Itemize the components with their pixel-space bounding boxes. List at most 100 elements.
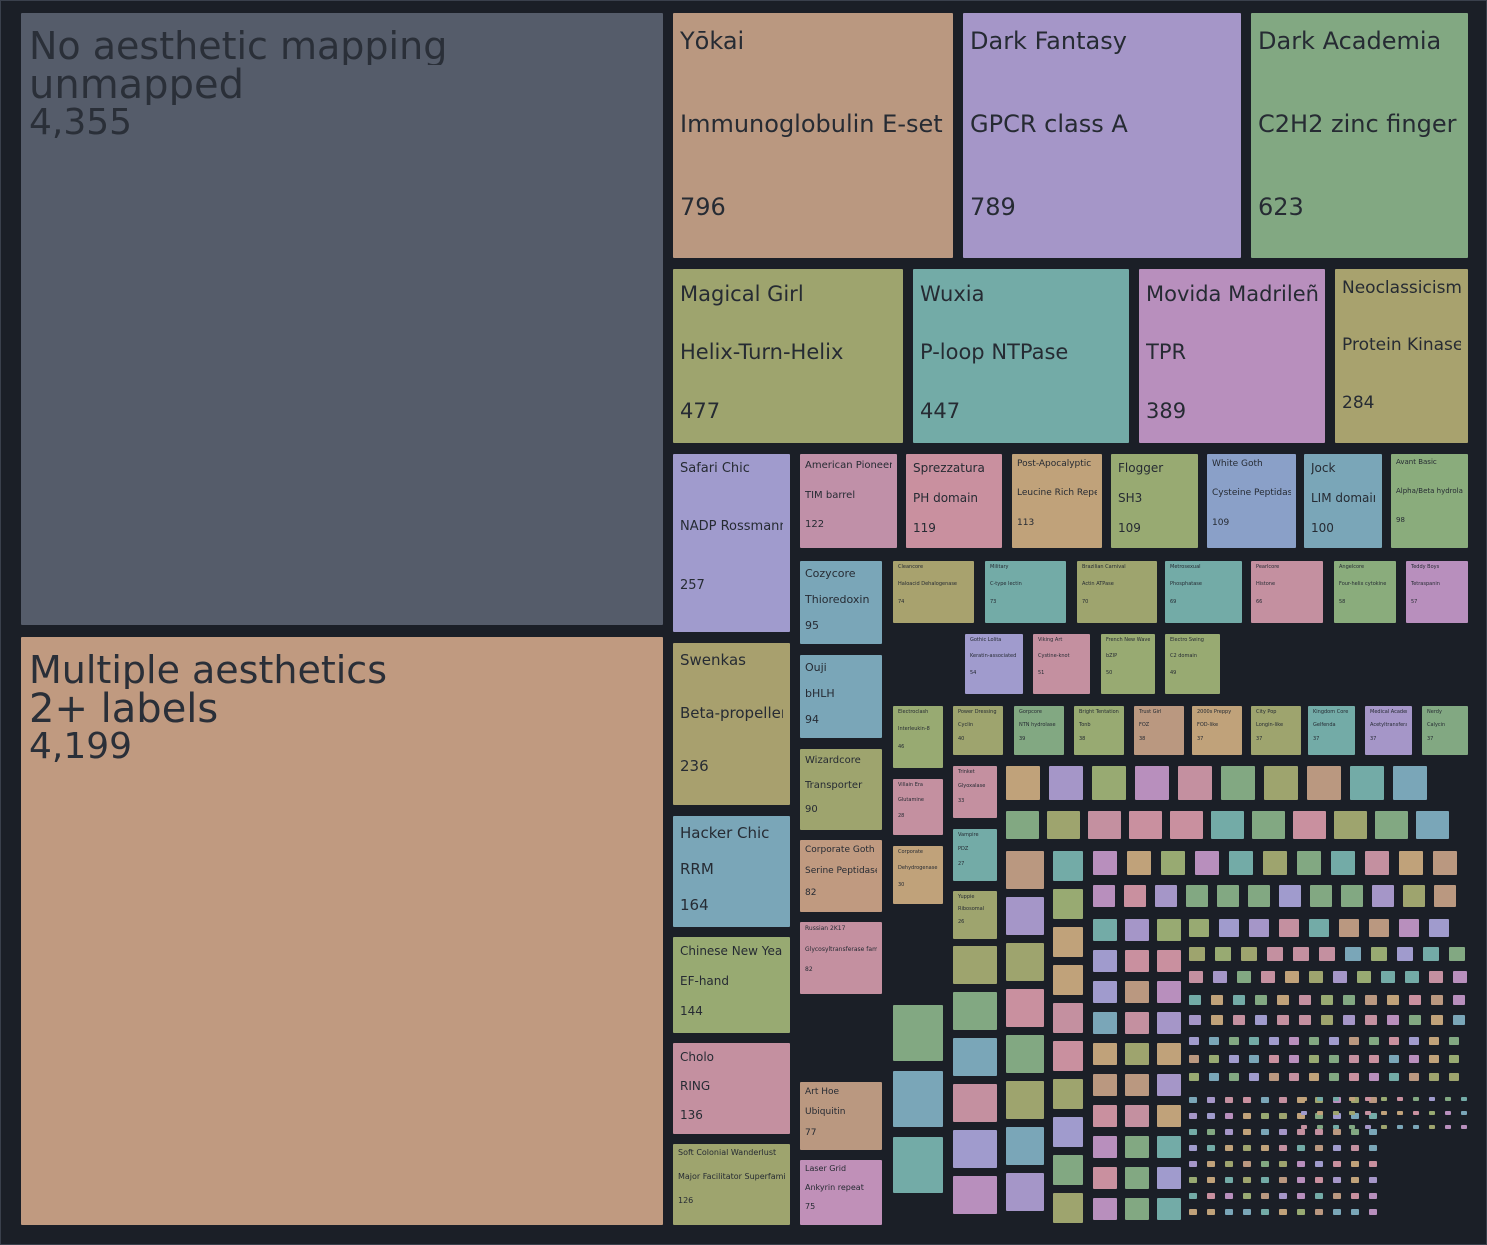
treemap-tile-small[interactable] [1261,971,1275,983]
treemap-tile[interactable]: Cozycore Thioredoxin 95 [800,561,882,644]
treemap-tile-small[interactable] [953,1038,997,1076]
treemap-tile-small[interactable] [1397,947,1413,961]
treemap-tile-small[interactable] [1006,851,1044,889]
treemap-tile-small[interactable] [1189,1037,1199,1045]
treemap-tile-small[interactable] [1125,1012,1149,1034]
treemap-tile-small[interactable] [1252,811,1285,839]
treemap-tile-small[interactable] [1049,766,1083,800]
treemap-tile-small[interactable] [1309,971,1323,983]
treemap-tile-small[interactable] [1333,1113,1341,1119]
treemap-tile-small[interactable] [1297,1193,1305,1199]
treemap-tile-small[interactable] [1093,981,1117,1003]
treemap-tile-small[interactable] [1369,1073,1379,1081]
treemap-tile[interactable]: Hacker Chic RRM 164 [673,816,790,927]
treemap-tile-small[interactable] [1351,1097,1359,1103]
treemap-tile-small[interactable] [1371,947,1387,961]
treemap-tile-small[interactable] [1006,811,1039,839]
treemap-tile[interactable]: Chinese New Year EF-hand 144 [673,937,790,1033]
treemap-tile-small[interactable] [1189,919,1209,937]
treemap-tile-small[interactable] [1405,971,1419,983]
treemap-tile-small[interactable] [1315,1145,1323,1151]
treemap-tile[interactable]: French New Wave bZIP 50 [1101,634,1155,694]
treemap-tile-small[interactable] [1125,1136,1149,1158]
treemap-tile-small[interactable] [1225,1145,1233,1151]
treemap-tile-small[interactable] [1449,1073,1459,1081]
treemap-tile-small[interactable] [1093,1074,1117,1096]
treemap-tile-small[interactable] [1399,851,1423,875]
treemap-tile[interactable]: Cleancore Haloacid Dehalogenase 74 [893,561,974,623]
treemap-tile-small[interactable] [1317,1097,1323,1101]
treemap-tile-small[interactable] [1277,1015,1289,1025]
treemap-tile-small[interactable] [1195,851,1219,875]
treemap-tile-small[interactable] [1207,1129,1215,1135]
treemap-tile[interactable]: American Pioneers TIM barrel 122 [800,454,897,548]
treemap-tile[interactable]: Medical Academia Acetyltransferase 37 [1365,706,1412,755]
treemap-tile-small[interactable] [1125,1105,1149,1127]
treemap-tile-small[interactable] [1243,1113,1251,1119]
treemap-tile-small[interactable] [1211,1015,1223,1025]
treemap-tile-small[interactable] [1409,1015,1421,1025]
treemap-tile-small[interactable] [1369,1193,1377,1199]
treemap-tile-small[interactable] [1053,1117,1083,1147]
treemap-tile-small[interactable] [1225,1097,1233,1103]
treemap-tile-small[interactable] [1309,1037,1319,1045]
treemap-tile-small[interactable] [1343,1015,1355,1025]
treemap-tile[interactable]: Viking Art Cystine-knot 51 [1033,634,1090,694]
treemap-tile-small[interactable] [1397,1125,1403,1129]
treemap-tile-small[interactable] [1399,919,1419,937]
treemap-tile-small[interactable] [1429,971,1443,983]
treemap-tile[interactable]: Kingdom Core Gelfenda 37 [1308,706,1355,755]
treemap-tile[interactable]: Post-Apocalyptic Leucine Rich Repeat 113 [1012,454,1102,548]
treemap-tile-small[interactable] [1279,919,1299,937]
treemap-tile-small[interactable] [1349,1055,1359,1063]
treemap-tile-small[interactable] [1157,981,1181,1003]
treemap-tile-small[interactable] [1333,1209,1341,1215]
treemap-tile-small[interactable] [1445,1097,1451,1101]
treemap-tile-small[interactable] [1237,971,1251,983]
treemap-tile-small[interactable] [1297,851,1321,875]
treemap-tile-small[interactable] [1369,1129,1377,1135]
treemap-tile-small[interactable] [1381,1111,1387,1115]
treemap-tile-small[interactable] [953,946,997,984]
treemap-tile-small[interactable] [1351,1177,1359,1183]
treemap-tile[interactable]: Soft Colonial Wanderlust Major Facilitato… [673,1144,790,1225]
treemap-tile[interactable]: Corporate Goth Serine Peptidase S1 82 [800,840,882,912]
treemap-tile-small[interactable] [1369,1097,1377,1103]
treemap-tile-small[interactable] [1207,1113,1215,1119]
treemap-tile-small[interactable] [1319,947,1335,961]
treemap-tile-small[interactable] [1349,1037,1359,1045]
treemap-tile-small[interactable] [1125,1167,1149,1189]
treemap-tile-small[interactable] [1285,971,1299,983]
treemap-tile-small[interactable] [1409,1055,1419,1063]
treemap-tile-small[interactable] [1297,1145,1305,1151]
treemap-tile-small[interactable] [1416,811,1449,839]
treemap-tile-small[interactable] [1387,1015,1399,1025]
treemap-tile-small[interactable] [1189,1129,1197,1135]
treemap-tile-small[interactable] [1229,1055,1239,1063]
treemap-tile-small[interactable] [1088,811,1121,839]
treemap-tile-small[interactable] [1345,947,1361,961]
treemap-tile[interactable]: Vampire PDZ 27 [953,829,997,881]
treemap-tile[interactable]: Russian 2K17 Glycosyltransferase family A… [800,922,882,994]
treemap-tile-small[interactable] [1289,1037,1299,1045]
treemap-tile-small[interactable] [1429,1097,1435,1101]
treemap-tile[interactable]: Corporate Dehydrogenase 30 [893,846,943,904]
treemap-tile-small[interactable] [1189,1161,1197,1167]
treemap-tile-small[interactable] [1129,811,1162,839]
treemap-tile-small[interactable] [1297,1161,1305,1167]
treemap-tile-small[interactable] [1157,1136,1181,1158]
treemap-tile[interactable]: Military C-type lectin 73 [985,561,1066,623]
treemap-tile-small[interactable] [1279,1129,1287,1135]
treemap-tile-small[interactable] [1315,1209,1323,1215]
treemap-tile[interactable]: Swenkas Beta-propeller 236 [673,643,790,805]
treemap-tile-small[interactable] [1053,1079,1083,1109]
treemap-tile-small[interactable] [1365,1125,1371,1129]
treemap-tile-small[interactable] [1093,851,1117,875]
treemap-tile[interactable]: Nerdy Calycin 37 [1422,706,1468,755]
treemap-tile[interactable]: Cholo RING 136 [673,1043,790,1134]
treemap-tile-small[interactable] [1279,1145,1287,1151]
treemap-tile-small[interactable] [1186,885,1208,907]
treemap-tile-small[interactable] [1157,950,1181,972]
treemap-tile-small[interactable] [1261,1209,1269,1215]
treemap-tile[interactable]: Pearlcore Histone 66 [1251,561,1323,623]
